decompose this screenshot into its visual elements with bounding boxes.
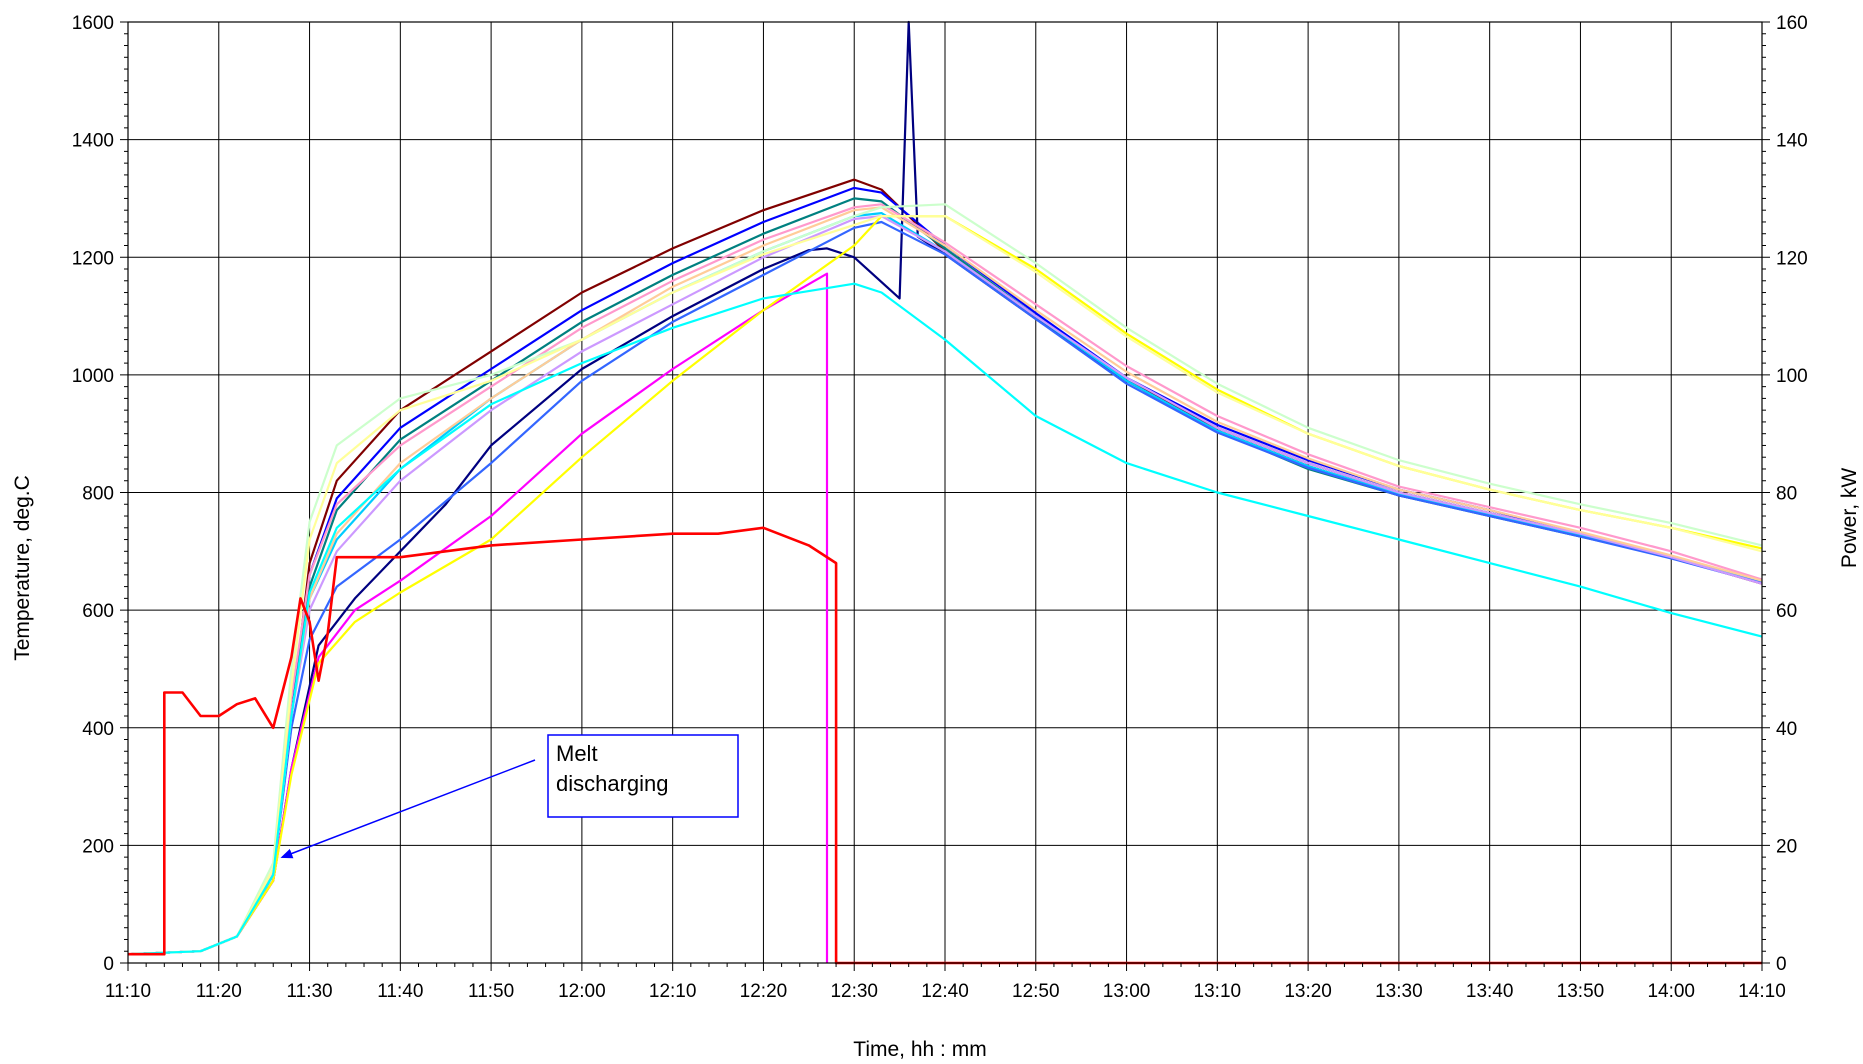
x-tick-label: 13:20 — [1284, 981, 1332, 1002]
melt-discharging-annotation: Melt discharging — [280, 734, 739, 859]
x-tick-label: 11:40 — [377, 981, 423, 1002]
y-tick-label: 0 — [103, 954, 114, 975]
x-tick-label: 12:20 — [740, 981, 788, 1002]
x-tick-label: 13:30 — [1375, 981, 1423, 1002]
annotation-line-2: discharging — [556, 771, 669, 796]
power-line — [128, 526, 1762, 965]
y-tick-label: 1600 — [72, 13, 114, 34]
temperature-line-12 — [127, 203, 1763, 956]
x-tick-label: 12:40 — [921, 981, 969, 1002]
y2-tick-label: 20 — [1776, 836, 1797, 857]
ticks: 11:10 11:20 11:30 11:40 11:50 12:00 12:10 12:20… — [72, 13, 1808, 1002]
annotation-box — [547, 734, 739, 818]
temperature-line-14 — [127, 282, 1763, 956]
y2-tick-label: 160 — [1776, 13, 1808, 34]
y2-axis-title: Power, kW — [1838, 468, 1861, 569]
y2-tick-label: 140 — [1776, 131, 1808, 152]
x-tick-label: 11:30 — [286, 981, 332, 1002]
x-tick-label: 13:40 — [1466, 981, 1514, 1002]
y2-tick-label: 40 — [1776, 719, 1797, 740]
x-tick-label: 11:10 — [105, 981, 151, 1002]
x-tick-label: 13:00 — [1103, 981, 1151, 1002]
x-tick-label: 11:20 — [196, 981, 242, 1002]
y2-tick-label: 80 — [1776, 484, 1797, 505]
power-series — [128, 526, 1762, 965]
y-tick-label: 1400 — [72, 131, 114, 152]
y2-tick-label: 100 — [1776, 366, 1808, 387]
y-tick-label: 1200 — [72, 248, 114, 269]
y-axis-title: Temperature, deg.C — [11, 475, 34, 661]
annotation-arrow — [280, 759, 536, 859]
y2-tick-label: 120 — [1776, 248, 1808, 269]
y-tick-label: 1000 — [72, 366, 114, 387]
y2-tick-label: 0 — [1776, 954, 1787, 975]
temperature-series — [127, 20, 1763, 963]
x-tick-label: 13:10 — [1194, 981, 1242, 1002]
x-tick-label: 12:30 — [830, 981, 878, 1002]
y-tick-label: 200 — [82, 836, 114, 857]
x-tick-label: 11:50 — [468, 981, 514, 1002]
x-tick-label: 12:00 — [558, 981, 606, 1002]
y-tick-label: 600 — [82, 601, 114, 622]
x-tick-label: 13:50 — [1557, 981, 1605, 1002]
x-tick-label: 14:00 — [1647, 981, 1695, 1002]
annotation-line-1: Melt — [556, 741, 598, 766]
x-tick-label: 14:10 — [1738, 981, 1786, 1002]
y-tick-label: 400 — [82, 719, 114, 740]
x-tick-label: 12:50 — [1012, 981, 1060, 1002]
temperature-line-13 — [127, 215, 1763, 956]
x-tick-label: 12:10 — [649, 981, 697, 1002]
y2-tick-label: 60 — [1776, 601, 1797, 622]
y-tick-label: 800 — [82, 484, 114, 505]
temperature-line-6 — [127, 220, 1763, 956]
x-axis-title: Time, hh : mm — [853, 1038, 986, 1061]
